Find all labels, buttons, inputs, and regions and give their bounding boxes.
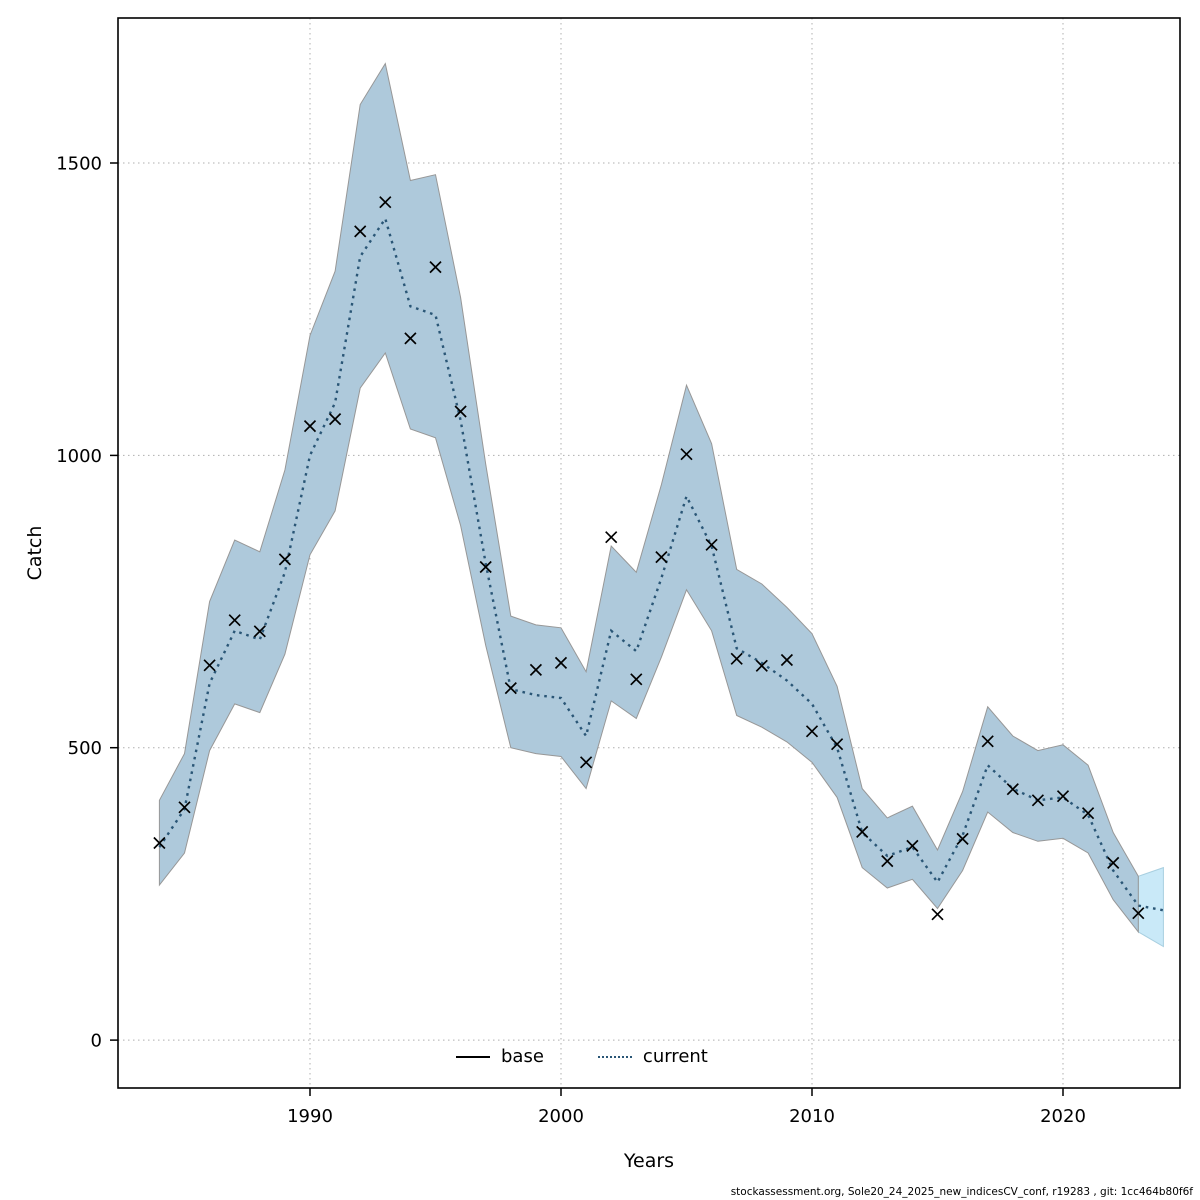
y-axis-label: Catch	[24, 525, 46, 581]
observation-marker	[780, 653, 794, 667]
x-tick-label: 2020	[1040, 1106, 1086, 1127]
legend-item-current: current	[597, 1046, 708, 1067]
observation-marker	[303, 419, 317, 433]
observation-marker	[228, 614, 241, 627]
observation-marker	[730, 652, 743, 665]
observation-marker	[354, 225, 367, 238]
observation-marker	[805, 725, 819, 738]
observation-marker	[1107, 856, 1120, 870]
observation-marker	[379, 196, 392, 209]
observation-marker	[1006, 783, 1019, 796]
observation-marker	[705, 538, 718, 551]
x-tick-label: 2010	[789, 1106, 835, 1127]
observation-marker	[1081, 807, 1095, 820]
observation-marker	[881, 854, 894, 868]
observation-marker	[1132, 907, 1145, 920]
plot-frame	[117, 17, 1181, 1089]
current-line-swatch-icon	[597, 1055, 632, 1058]
observation-marker	[328, 412, 342, 426]
observation-marker	[956, 832, 969, 846]
observation-marker	[429, 260, 442, 274]
observation-marker	[153, 836, 166, 850]
observation-marker	[680, 448, 693, 461]
y-tick-label: 1500	[56, 154, 102, 175]
observation-marker	[605, 531, 618, 544]
observation-marker	[278, 553, 292, 566]
observation-marker	[253, 625, 266, 638]
observation-marker	[655, 550, 668, 564]
legend-item-base: base	[456, 1046, 544, 1067]
observation-marker	[830, 738, 844, 751]
observation-marker	[1056, 790, 1070, 803]
observation-marker	[579, 756, 593, 769]
observation-marker	[856, 825, 869, 839]
y-tick-label: 0	[91, 1031, 102, 1052]
source-footer: stockassessment.org, Sole20_24_2025_new_…	[730, 1186, 1193, 1198]
x-axis-label: Years	[623, 1150, 675, 1172]
observation-marker	[479, 560, 492, 574]
observation-marker	[630, 673, 643, 686]
base-line-swatch-icon	[456, 1055, 490, 1058]
observation-marker	[931, 908, 944, 921]
observation-marker	[554, 656, 568, 670]
legend-label-current: current	[642, 1046, 708, 1067]
legend: base current	[456, 1046, 708, 1067]
x-tick-label: 1990	[287, 1106, 333, 1127]
current-fit-line	[158, 215, 1164, 912]
observation-marker	[178, 801, 191, 814]
x-tick-label: 2000	[538, 1106, 584, 1127]
legend-label-base: base	[501, 1046, 544, 1067]
observation-marker	[404, 332, 417, 345]
observation-marker	[906, 839, 919, 853]
forecast-confidence-band	[1137, 866, 1164, 948]
confidence-band	[158, 62, 1139, 934]
observation-marker	[504, 681, 517, 695]
y-tick-label: 500	[68, 738, 102, 759]
observation-marker	[755, 659, 768, 672]
observation-marker	[203, 659, 216, 672]
observation-marker	[1031, 794, 1045, 807]
observation-marker	[454, 405, 467, 418]
y-tick-label: 1000	[56, 446, 102, 467]
observation-marker	[529, 663, 543, 677]
observation-marker	[981, 735, 994, 748]
